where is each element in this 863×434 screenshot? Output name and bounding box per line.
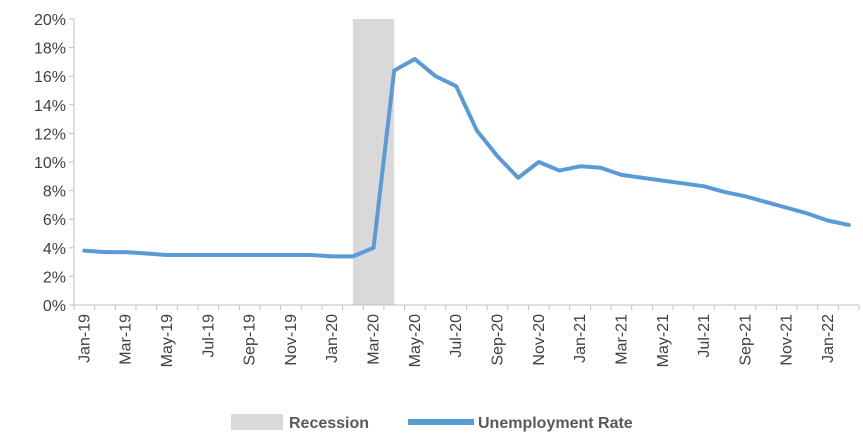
legend-recession-label: Recession: [289, 415, 369, 432]
y-tick-label: 0%: [43, 298, 66, 315]
series-layer: [82, 57, 851, 259]
x-tick-label: Sep-20: [489, 314, 506, 366]
y-tick-label: 16%: [34, 69, 66, 86]
axes: [69, 18, 860, 310]
x-tick-label: Jan-21: [572, 314, 589, 363]
x-tick-label: Jan-22: [820, 314, 837, 363]
x-tick-label: Jul-20: [448, 314, 465, 358]
x-tick-label: May-21: [655, 314, 672, 367]
legend: Recession Unemployment Rate: [231, 414, 633, 432]
x-tick-label: Sep-21: [737, 314, 754, 366]
y-tick-label: 18%: [34, 41, 66, 58]
x-tick-label: Jul-19: [200, 314, 217, 358]
x-axis-tick-labels: Jan-19 Mar-19 May-19 Jul-19 Sep-19 Nov-19 Jan-…: [76, 314, 837, 367]
x-tick-label: Mar-20: [366, 314, 383, 365]
x-tick-label: May-20: [407, 314, 424, 367]
y-tick-label: 10%: [34, 155, 66, 172]
x-tick-label: Sep-19: [242, 314, 259, 366]
x-tick-label: Nov-21: [779, 314, 796, 366]
y-tick-label: 20%: [34, 12, 66, 29]
x-tick-label: Jan-19: [76, 314, 93, 363]
y-tick-label: 8%: [43, 184, 66, 201]
recession-band: [352, 19, 395, 305]
x-tick-label: Mar-21: [613, 314, 630, 365]
x-tick-label: Nov-20: [531, 314, 548, 366]
unemployment-rate-line: [82, 57, 851, 259]
y-tick-label: 4%: [43, 241, 66, 258]
x-tick-label: May-19: [159, 314, 176, 367]
x-tick-label: Nov-19: [283, 314, 300, 366]
legend-recession-swatch: [231, 414, 283, 430]
y-tick-label: 2%: [43, 269, 66, 286]
y-axis-tick-labels: 0% 2% 4% 6% 8% 10% 12% 14% 16% 18% 20%: [34, 12, 66, 315]
recession-band-layer: [352, 19, 395, 305]
y-tick-label: 12%: [34, 126, 66, 143]
x-tick-label: Jan-20: [324, 314, 341, 363]
x-tick-label: Jul-21: [696, 314, 713, 358]
y-tick-label: 14%: [34, 98, 66, 115]
x-tick-label: Mar-19: [118, 314, 135, 365]
legend-unemployment-label: Unemployment Rate: [478, 415, 633, 432]
y-tick-label: 6%: [43, 212, 66, 229]
